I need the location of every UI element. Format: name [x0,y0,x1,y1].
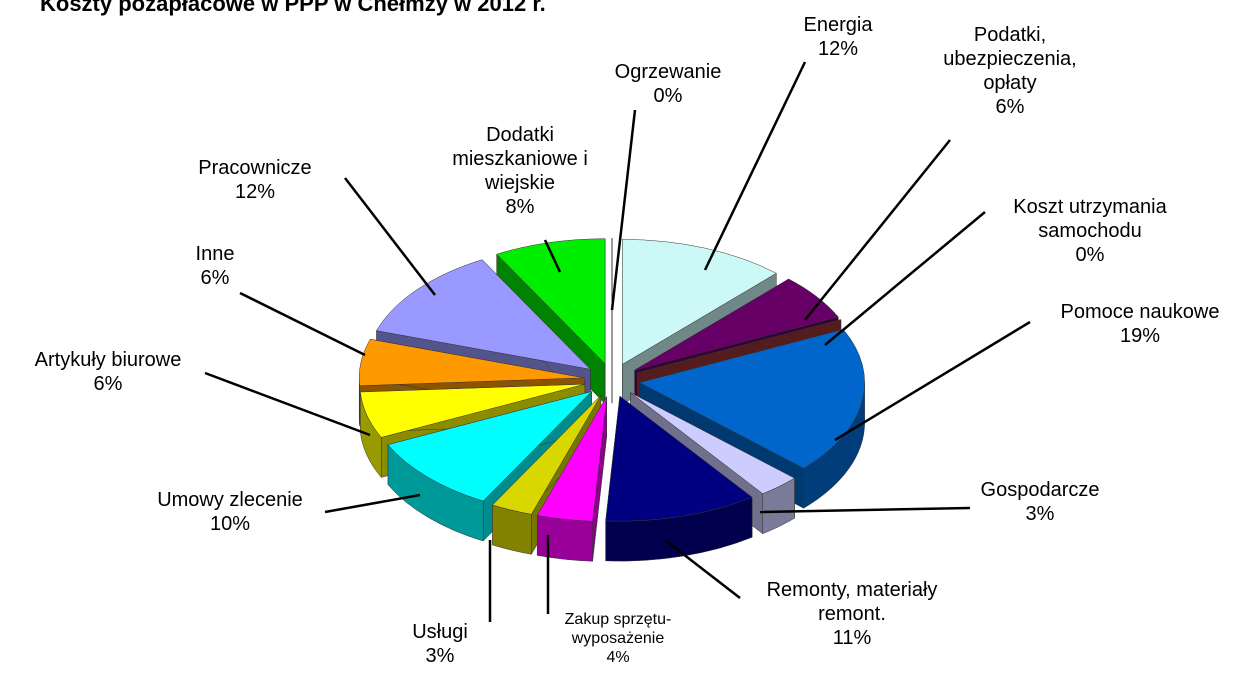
slice-label: Umowy zlecenie 10% [120,488,340,536]
value-label: 0% [653,85,683,107]
leader-line [344,177,436,296]
slice-label: Inne 6% [165,242,265,290]
slice-top [360,383,585,438]
category-label: Koszt utrzymania samochodu [1013,196,1167,242]
slice-label: Usługi 3% [390,620,490,668]
value-label: 11% [832,627,872,649]
category-label: Energia [803,14,873,36]
leader-line [703,61,807,271]
slice-top [358,338,585,387]
leader-line [239,291,366,357]
slice-top [496,238,606,365]
category-label: Umowy zlecenie [157,489,303,511]
leader-line [664,539,741,599]
category-label: Pracownicze [198,157,312,179]
category-label: Dodatki mieszkaniowe i wiejskie [452,124,588,194]
slice-top [536,396,608,522]
slice-label: Koszt utrzymania samochodu 0% [975,195,1205,267]
value-label: 0% [1075,244,1105,266]
slice [536,395,608,562]
category-label: Pomoce naukowe [1060,301,1220,323]
leader-line [610,109,637,311]
category-label: Podatki, ubezpieczenia, opłaty [943,24,1077,94]
slice-side [536,515,593,562]
slice [605,395,753,562]
leader-line [204,371,371,437]
value-label: 6% [200,267,230,289]
slice-top [637,319,841,374]
slice-label: Podatki, ubezpieczenia, opłaty 6% [925,23,1095,119]
value-label: 12% [817,38,859,60]
category-label: Artykuły biurowe [34,349,182,371]
leader-line [543,239,562,273]
slice-label: Energia 12% [768,13,908,61]
value-label: 3% [1025,503,1055,525]
value-label: 6% [93,373,123,395]
value-label: 4% [606,649,630,667]
leader-line [759,506,971,514]
category-label: Ogrzewanie [614,61,722,83]
slice-top [387,391,593,502]
leader-line [324,493,421,514]
value-label: 3% [425,645,455,667]
slice-label: Gospodarcze 3% [960,478,1120,526]
slice-top [638,329,865,469]
leader-line [804,139,951,321]
category-label: Usługi [412,621,468,643]
slice-top [622,239,777,365]
slice-label: Ogrzewanie 0% [568,60,768,108]
category-label: Remonty, materiały remont. [766,579,938,625]
value-label: 19% [1119,325,1161,347]
slice-label: Pomoce naukowe 19% [1020,300,1258,348]
slice-top [605,395,753,522]
leader-line [824,211,986,346]
slice-top [634,278,839,371]
category-label: Zakup sprzętu-wyposażenie [564,611,672,648]
value-label: 10% [209,513,251,535]
value-label: 6% [995,96,1025,118]
value-label: 12% [234,181,276,203]
slice-label: Artykuły biurowe 6% [0,348,218,396]
slice-label: Pracownicze 12% [165,156,345,204]
slice-top [492,395,602,515]
slice-label: Dodatki mieszkaniowe i wiejskie 8% [435,123,605,219]
slice-label: Remonty, materiały remont. 11% [732,578,972,650]
category-label: Inne [195,243,235,265]
leader-line [834,320,1031,442]
slice-top [630,392,796,495]
chart-title: Koszty pozapłacowe w PPP w Chełmży w 201… [40,0,546,16]
slice-label: Zakup sprzętu-wyposażenie 4% [543,610,693,668]
value-label: 8% [505,196,535,218]
category-label: Gospodarcze [980,479,1100,501]
